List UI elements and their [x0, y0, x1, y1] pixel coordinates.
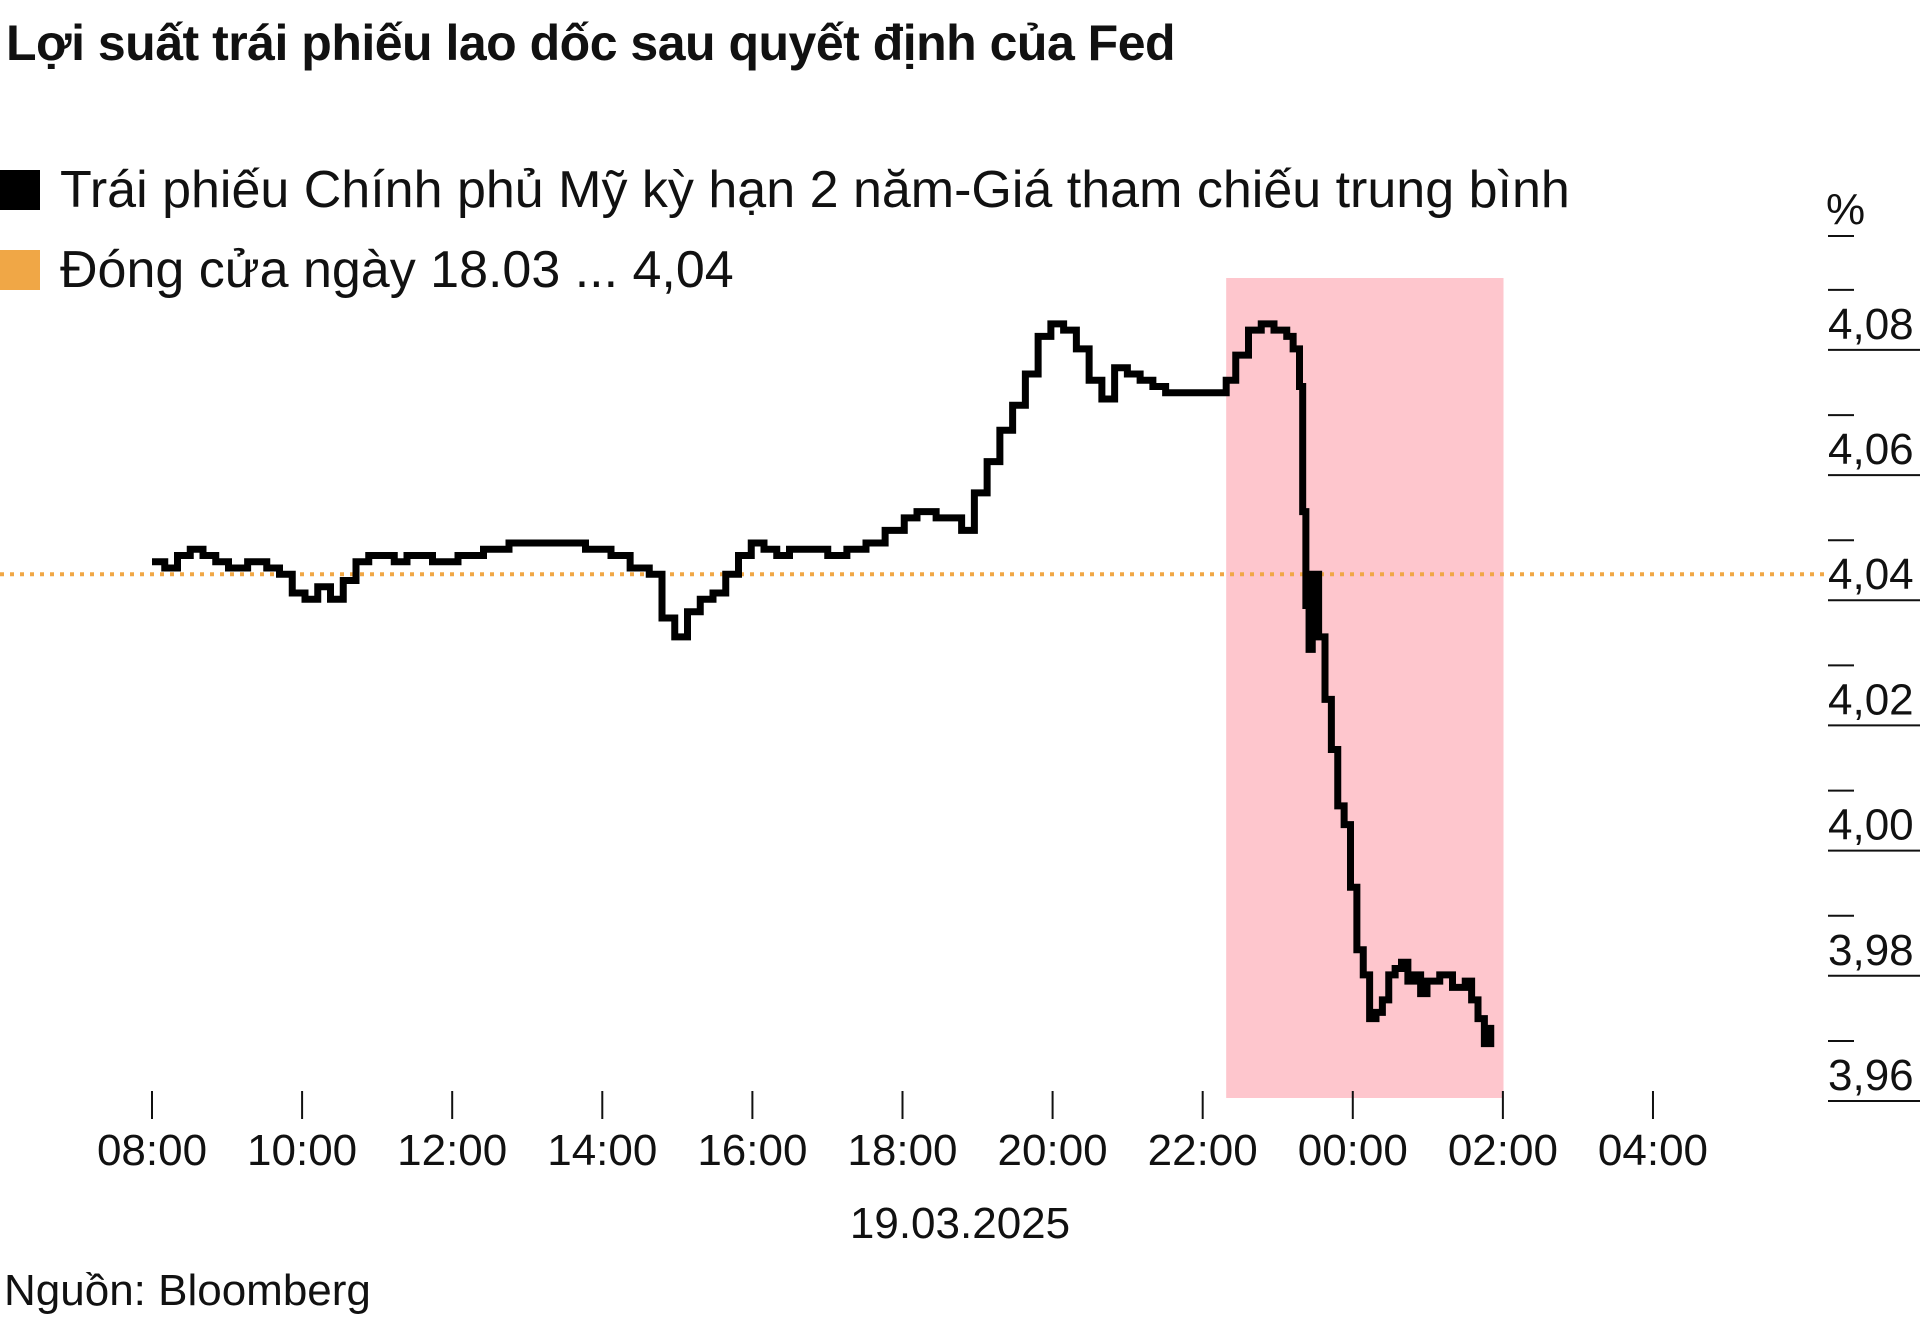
y-tick-label: 4,00: [1828, 801, 1914, 850]
chart-title: Lợi suất trái phiếu lao dốc sau quyết đị…: [6, 15, 1176, 71]
x-tick-label: 08:00: [97, 1126, 207, 1175]
y-tick-label: 4,06: [1828, 425, 1914, 474]
legend-swatch-reference: [0, 250, 40, 290]
x-tick-label: 16:00: [697, 1126, 807, 1175]
x-tick-label: 04:00: [1598, 1126, 1708, 1175]
legend: Trái phiếu Chính phủ Mỹ kỳ hạn 2 năm-Giá…: [0, 150, 1570, 310]
x-tick-label: 22:00: [1148, 1126, 1258, 1175]
y-tick-label: 4,08: [1828, 300, 1914, 349]
x-tick-label: 12:00: [397, 1126, 507, 1175]
legend-label-yield: Trái phiếu Chính phủ Mỹ kỳ hạn 2 năm-Giá…: [60, 161, 1570, 219]
y-tick-label: 3,96: [1828, 1051, 1914, 1100]
x-tick-label: 00:00: [1298, 1126, 1408, 1175]
legend-label-reference: Đóng cửa ngày 18.03 ... 4,04: [60, 241, 734, 299]
legend-swatch-yield: [0, 170, 40, 210]
source-note: Nguồn: Bloomberg: [4, 1266, 371, 1315]
x-tick-label: 18:00: [847, 1126, 957, 1175]
legend-item-yield: Trái phiếu Chính phủ Mỹ kỳ hạn 2 năm-Giá…: [0, 150, 1570, 230]
x-tick-label: 10:00: [247, 1126, 357, 1175]
y-axis-unit-label: %: [1826, 185, 1865, 234]
y-tick-label: 4,04: [1828, 550, 1914, 599]
x-tick-label: 20:00: [998, 1126, 1108, 1175]
y-tick-label: 3,98: [1828, 926, 1914, 975]
x-tick-label: 02:00: [1448, 1126, 1558, 1175]
legend-item-reference: Đóng cửa ngày 18.03 ... 4,04: [0, 230, 1570, 310]
x-axis-label: 19.03.2025: [850, 1199, 1070, 1248]
x-tick-label: 14:00: [547, 1126, 657, 1175]
y-tick-label: 4,02: [1828, 675, 1914, 724]
